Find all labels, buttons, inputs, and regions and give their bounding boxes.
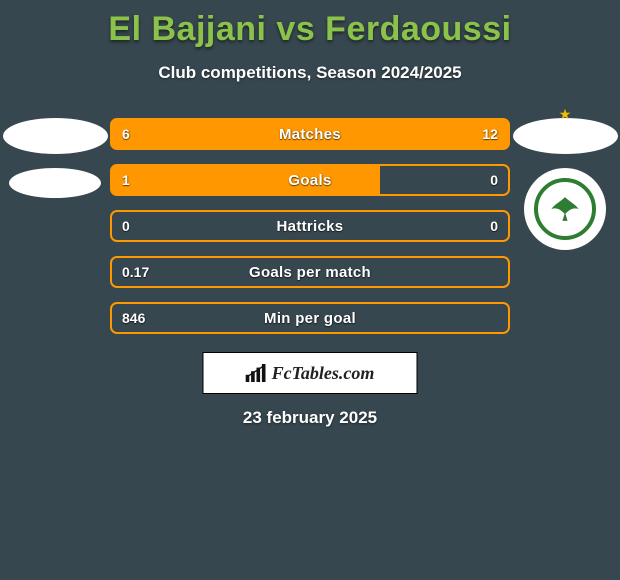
stat-row: 846 Min per goal <box>110 302 510 334</box>
subtitle: Club competitions, Season 2024/2025 <box>0 63 620 83</box>
stat-row: 1 Goals 0 <box>110 164 510 196</box>
stat-right-value: 12 <box>482 126 498 142</box>
stat-left-value: 1 <box>122 172 130 188</box>
stat-fill-left <box>112 166 380 194</box>
eagle-icon <box>548 192 582 226</box>
stat-label: Min per goal <box>264 310 356 327</box>
stat-left-value: 0.17 <box>122 264 149 280</box>
club-logo-placeholder <box>9 168 101 198</box>
stat-row: 6 Matches 12 <box>110 118 510 150</box>
stat-left-value: 846 <box>122 310 145 326</box>
stat-label: Hattricks <box>277 218 344 235</box>
club-badge-inner <box>534 178 596 240</box>
brand-watermark: FcTables.com <box>203 352 418 394</box>
stat-row: 0.17 Goals per match <box>110 256 510 288</box>
stat-fill-left <box>112 120 244 148</box>
page-title: El Bajjani vs Ferdaoussi <box>0 0 620 49</box>
stat-left-value: 6 <box>122 126 130 142</box>
stat-right-value: 0 <box>490 218 498 234</box>
club-logo-raja: ★ <box>524 168 606 250</box>
bar-chart-icon <box>246 364 268 382</box>
stat-label: Goals per match <box>249 264 371 281</box>
star-icon: ★ <box>559 106 572 123</box>
date-text: 23 february 2025 <box>243 408 377 428</box>
comparison-card: El Bajjani vs Ferdaoussi Club competitio… <box>0 0 620 580</box>
club-logo-placeholder <box>3 118 108 154</box>
stat-right-value: 0 <box>490 172 498 188</box>
stats-section: 6 Matches 12 1 Goals 0 0 Hattricks 0 0.17 Goals pe… <box>110 118 510 334</box>
stat-row: 0 Hattricks 0 <box>110 210 510 242</box>
stat-label: Goals <box>288 172 331 189</box>
player1-club-logos <box>0 118 110 198</box>
player2-club-logos: ★ <box>510 118 620 250</box>
brand-text: FcTables.com <box>272 363 375 384</box>
club-logo-placeholder <box>513 118 618 154</box>
stat-label: Matches <box>279 126 341 143</box>
stat-left-value: 0 <box>122 218 130 234</box>
